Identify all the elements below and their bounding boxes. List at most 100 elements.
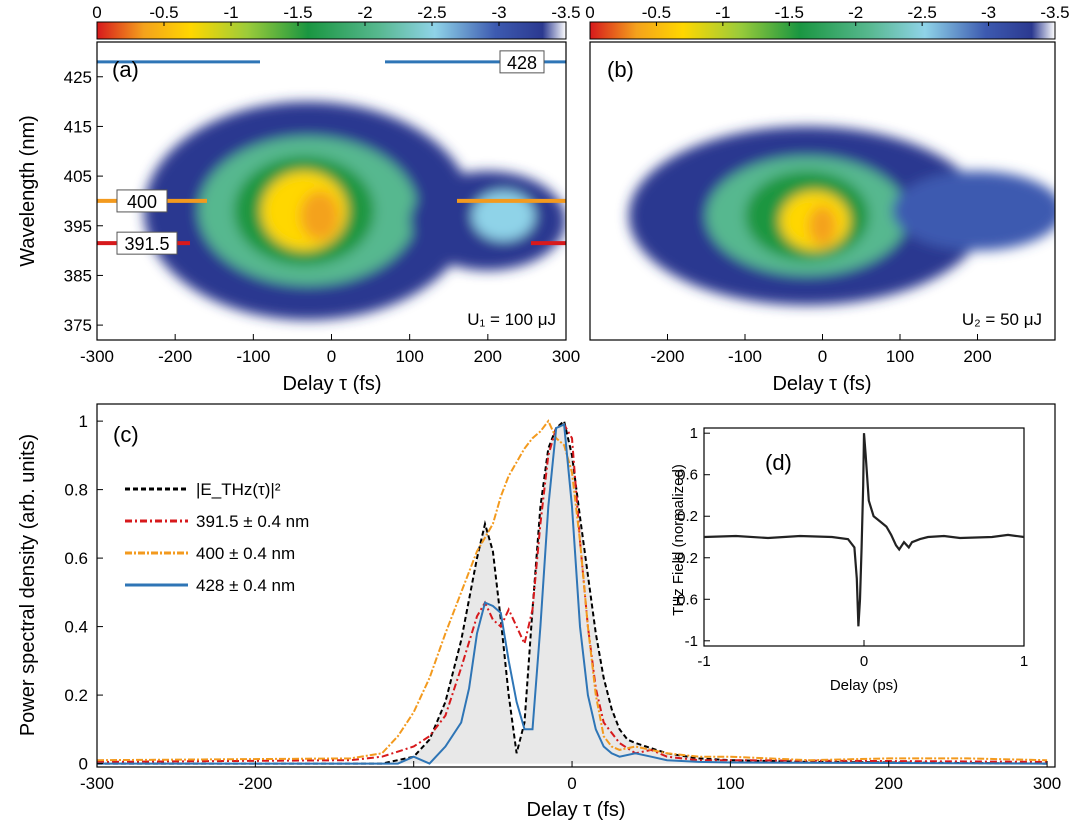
panel-b-label: (b)	[607, 57, 634, 82]
marker-label-400: 400	[127, 192, 157, 212]
panel-c-y-tick-label: 0.2	[64, 686, 88, 705]
colorbar-b-tick-label: -3.5	[1040, 3, 1069, 22]
panel-a-intensity-region	[472, 191, 535, 241]
marker-label-428: 428	[507, 53, 537, 73]
colorbar-a-tick-label: -3	[491, 3, 506, 22]
marker-label-box	[499, 50, 545, 74]
panel-a-y-tick-label: 395	[64, 217, 92, 236]
panel-b-intensity-region	[892, 171, 1055, 251]
panel-c-x-tick-label: 0	[567, 774, 576, 793]
colorbar-a-tick-label: -2	[357, 3, 372, 22]
panel-a: -300 -200 -100 0 100 200 300 375 385 395 405 415 42…	[17, 41, 580, 395]
colorbar-b-tick-label: -1.5	[775, 3, 804, 22]
panel-c: -300 -200 -100 0 100 200 300 0 0.2 0.4 0.6 0.8 1 (c…	[17, 403, 1061, 821]
colorbar-b-tick-label: -2	[848, 3, 863, 22]
panel-d-y-tick-label: 0.6	[677, 467, 698, 484]
legend-label: |E_THz(τ)|²	[196, 480, 281, 499]
colorbar-a-tick-label: -1	[223, 3, 238, 22]
panel-a-y-ticks: 375 385 395 405 415 425	[64, 68, 103, 335]
legend-label: 400 ± 0.4 nm	[196, 544, 295, 563]
panel-c-legend: |E_THz(τ)|² 391.5 ± 0.4 nm 400 ± 0.4 nm 428…	[125, 480, 309, 595]
panel-c-xlabel: Delay τ (fs)	[526, 799, 625, 821]
panel-a-x-tick-label: 0	[327, 347, 336, 366]
panel-c-series	[96, 419, 1048, 765]
panel-a-x-tick-label: 200	[474, 347, 502, 366]
marker-label-box	[116, 231, 178, 255]
colorbar-a: 0 -0.5 -1 -1.5 -2 -2.5 -3 -3.5	[92, 3, 581, 40]
marker-label-391: 391.5	[124, 234, 169, 254]
panel-d-xlabel: Delay (ps)	[830, 677, 898, 694]
colorbar-a-gradient	[96, 21, 567, 40]
colorbar-a-tick-label: -0.5	[149, 3, 178, 22]
panel-a-heatmap	[143, 101, 566, 321]
panel-a-x-tick-label: -100	[236, 347, 270, 366]
panel-b-annotation: U₂ = 50 μJ	[962, 310, 1042, 329]
panel-c-x-tick-label: -300	[80, 774, 114, 793]
panel-d: -1 0 1 -1 -0.6 -0.2 0.2 0.6 1 (d) Delay (ps) TH…	[670, 425, 1028, 694]
legend-label: 391.5 ± 0.4 nm	[196, 512, 309, 531]
colorbar-b-tick-label: 0	[585, 3, 594, 22]
panel-d-label: (d)	[765, 450, 792, 475]
panel-d-y-tick-label: 0.2	[677, 508, 698, 525]
panel-d-x-tick-label: 0	[860, 653, 868, 670]
colorbar-a-ticks: 0 -0.5 -1 -1.5 -2 -2.5 -3 -3.5	[92, 3, 581, 26]
panel-b: -200 -100 0 100 200 (b) U₂ = 50 μJ Delay τ (…	[589, 41, 1056, 395]
panel-d-x-tick-label: -1	[697, 653, 710, 670]
panel-a-x-ticks: -300 -200 -100 0 100 200 300	[80, 334, 580, 366]
series-400-nm	[96, 419, 1048, 762]
panel-b-x-ticks: -200 -100 0 100 200	[650, 334, 992, 366]
panel-b-x-tick-label: -100	[728, 347, 762, 366]
panel-c-y-ticks: 0 0.2 0.4 0.6 0.8 1	[64, 412, 103, 774]
panel-c-y-tick-label: 1	[79, 412, 88, 431]
panel-c-y-tick-label: 0.8	[64, 481, 88, 500]
colorbar-a-tick-label: 0	[92, 3, 101, 22]
colorbar-b-tick-label: -3	[981, 3, 996, 22]
series-428-nm	[97, 423, 1048, 765]
colorbar-b-tick-label: -1	[715, 3, 730, 22]
colorbar-b: 0 -0.5 -1 -1.5 -2 -2.5 -3 -3.5	[585, 3, 1070, 40]
panel-a-x-tick-label: 100	[395, 347, 423, 366]
panel-d-y-tick-label: -1	[685, 633, 698, 650]
panel-a-x-tick-label: -300	[80, 347, 114, 366]
panel-c-x-ticks: -300 -200 -100 0 100 200 300	[80, 761, 1061, 793]
panel-c-y-tick-label: 0.6	[64, 549, 88, 568]
panel-a-xlabel: Delay τ (fs)	[282, 373, 381, 395]
panel-a-x-tick-label: 300	[552, 347, 580, 366]
panel-b-x-tick-label: -200	[650, 347, 684, 366]
panel-a-y-tick-label: 415	[64, 117, 92, 136]
panel-a-marker-labels: 428 400 391.5	[116, 50, 545, 255]
colorbar-a-tick-label: -1.5	[283, 3, 312, 22]
panel-b-xlabel: Delay τ (fs)	[772, 373, 871, 395]
panel-d-x-tick-label: 1	[1020, 653, 1028, 670]
panel-a-y-tick-label: 425	[64, 68, 92, 87]
colorbar-b-ticks: 0 -0.5 -1 -1.5 -2 -2.5 -3 -3.5	[585, 3, 1070, 26]
panel-c-x-tick-label: -200	[238, 774, 272, 793]
colorbar-b-gradient	[589, 21, 1056, 40]
panel-b-intensity-region	[808, 205, 837, 246]
panel-c-y-tick-label: 0	[79, 755, 88, 774]
panel-c-frame	[96, 403, 1056, 768]
marker-label-box	[116, 189, 168, 213]
panel-b-x-tick-label: 0	[818, 347, 827, 366]
panel-d-series	[703, 433, 1025, 627]
panel-d-y-tick-label: -0.2	[672, 550, 698, 567]
colorbar-a-tick-label: -3.5	[551, 3, 580, 22]
colorbar-b-tick-label: -0.5	[642, 3, 671, 22]
panel-b-x-tick-label: 200	[963, 347, 991, 366]
panel-b-heatmap	[628, 126, 1055, 306]
legend-label: 428 ± 0.4 nm	[196, 576, 295, 595]
panel-c-x-tick-label: 200	[875, 774, 903, 793]
panel-b-x-tick-label: 100	[886, 347, 914, 366]
panel-c-x-tick-label: 100	[716, 774, 744, 793]
panel-d-y-tick-label: -0.6	[672, 591, 698, 608]
panel-a-y-tick-label: 385	[64, 266, 92, 285]
panel-c-ylabel: Power spectral density (arb. units)	[17, 434, 39, 736]
panel-a-label: (a)	[112, 57, 139, 82]
panel-a-y-tick-label: 375	[64, 316, 92, 335]
panel-a-y-tick-label: 405	[64, 167, 92, 186]
panel-a-annotation: U₁ = 100 μJ	[467, 310, 556, 329]
panel-c-label: (c)	[113, 422, 139, 447]
panel-c-x-tick-label: 300	[1033, 774, 1061, 793]
panel-c-fill	[97, 421, 1048, 764]
